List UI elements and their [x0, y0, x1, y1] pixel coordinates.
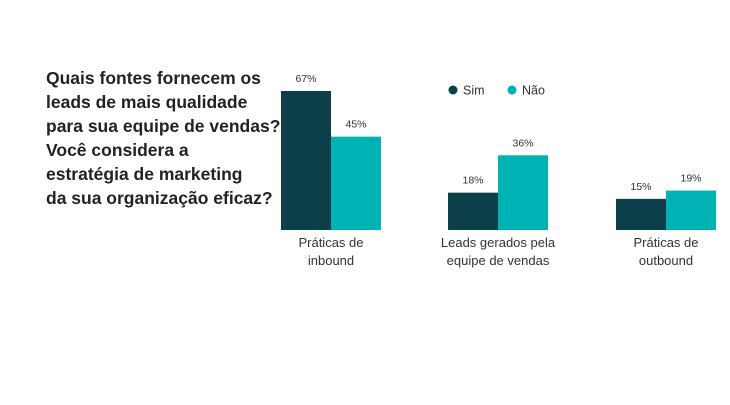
title-line-2: leads de mais qualidade: [46, 92, 248, 112]
bar-no-2: [498, 155, 548, 230]
bar-sim-1: [281, 91, 331, 230]
category-label-2: Leads gerados pela: [441, 235, 556, 250]
title-line-3: para sua equipe de vendas?: [46, 116, 281, 136]
bar-sim-2: [448, 192, 498, 230]
title-line-6: da sua organização eficaz?: [46, 188, 273, 208]
category-label-1: inbound: [308, 253, 354, 268]
legend-marker-no: [507, 85, 517, 95]
category-label-3: Práticas de: [633, 235, 698, 250]
legend-label: Sim: [463, 84, 485, 98]
data-label: 19%: [680, 173, 701, 185]
data-label: 18%: [462, 175, 483, 187]
legend-label: Não: [522, 84, 545, 98]
title-line-1: Quais fontes fornecem os: [46, 68, 261, 88]
chart-title: Quais fontes fornecem os leads de mais q…: [46, 66, 286, 210]
bar-sim-3: [616, 198, 666, 230]
legend-marker-sim: [448, 85, 458, 95]
bar-no-1: [331, 136, 381, 230]
title-line-5: estratégia de marketing: [46, 164, 243, 184]
data-label: 67%: [295, 73, 316, 85]
category-label-3: outbound: [639, 253, 693, 268]
data-label: 36%: [512, 137, 533, 149]
title-line-4: Você considera a: [46, 140, 189, 160]
data-label: 45%: [345, 119, 366, 131]
category-label-2: equipe de vendas: [447, 253, 550, 268]
bar-no-3: [666, 190, 716, 230]
data-label: 15%: [630, 181, 651, 193]
category-label-1: Práticas de: [298, 235, 363, 250]
